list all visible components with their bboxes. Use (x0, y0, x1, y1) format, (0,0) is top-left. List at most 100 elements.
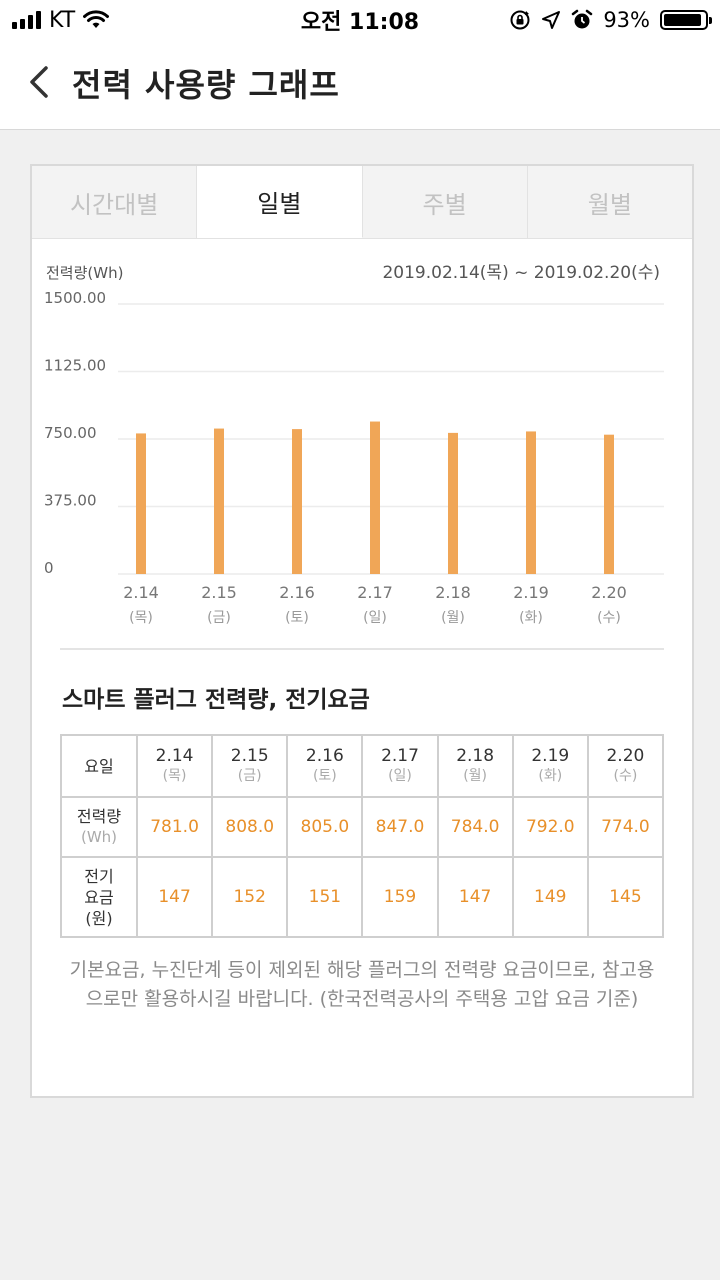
battery-icon (660, 10, 712, 30)
x-weekday-label: (토) (285, 610, 309, 626)
fee-label-1: 전기 (84, 866, 114, 886)
page-title: 전력 사용량 그래프 (72, 66, 340, 104)
y-tick-label: 375.00 (44, 492, 97, 510)
usage-card: 시간대별 일별 주별 월별 전력량(Wh) 2019.02.14(목) ~ 20… (30, 164, 694, 1098)
usage-table: 요일 2.14 (목) 2.15 (금) 2.16 (토) 2.17 (일) 2.18 (… (60, 734, 665, 938)
bar-chart-svg: 0 375.00 750.00 1125.00 1500.00 2.14 (목) 2.15 (금… (44, 289, 664, 626)
table-header-row: 요일 2.14 (목) 2.15 (금) 2.16 (토) 2.17 (일) 2.18 (… (60, 734, 665, 798)
day-header: 2.17 (일) (361, 734, 439, 798)
day-weekday: (일) (388, 768, 412, 784)
fee-notice: 기본요금, 누진단계 등이 제외된 해당 플러그의 전력량 요금이므로, 참고용… (69, 959, 655, 1010)
day-header: 2.15 (금) (211, 734, 289, 798)
tab-hourly[interactable]: 시간대별 (32, 166, 198, 238)
x-tick-label: 2.16 (279, 583, 315, 602)
bar[interactable] (214, 428, 224, 574)
header-label: 요일 (60, 734, 138, 798)
date-range: 2019.02.14(목) ~ 2019.02.20(수) (382, 263, 660, 283)
nav-bar: 전력 사용량 그래프 (0, 40, 720, 130)
y-tick-label: 750.00 (44, 424, 97, 442)
rotation-lock-icon (510, 10, 530, 30)
day-header: 2.20 (수) (586, 734, 665, 798)
battery-percent: 93% (603, 8, 650, 32)
y-tick-label: 1500.00 (44, 289, 106, 307)
wifi-icon (83, 10, 110, 28)
signal-icon (12, 11, 41, 29)
bar[interactable] (604, 434, 614, 574)
fee-value: 159 (361, 856, 439, 938)
status-right: 93% (509, 0, 712, 40)
status-bar: KT 오전 11:08 93% (0, 0, 720, 40)
day-weekday: (목) (162, 768, 187, 784)
day-date: 2.20 (606, 746, 645, 766)
chevron-left-icon[interactable] (22, 62, 62, 102)
tab-daily[interactable]: 일별 (197, 166, 363, 238)
day-weekday: (화) (538, 768, 563, 784)
day-date: 2.14 (155, 746, 194, 766)
x-tick-label: 2.20 (591, 583, 627, 602)
x-weekday-label: (수) (597, 610, 621, 626)
status-left: KT (12, 0, 110, 40)
bar[interactable] (136, 433, 146, 574)
fee-row-label: 전기 요금 (원) (60, 856, 138, 938)
location-icon (542, 11, 561, 29)
tab-monthly[interactable]: 월별 (527, 166, 692, 238)
x-weekday-label: (목) (129, 610, 153, 626)
x-tick-label: 2.17 (357, 583, 393, 602)
y-tick-label: 1125.00 (44, 357, 106, 375)
day-header: 2.19 (화) (511, 734, 589, 798)
battery-level (664, 14, 702, 26)
status-time: 오전 11:08 (300, 10, 420, 35)
fee-value: 147 (436, 856, 514, 938)
day-date: 2.17 (381, 746, 419, 766)
day-weekday: (수) (613, 768, 638, 784)
divider (60, 648, 664, 650)
alarm-icon (572, 9, 593, 29)
bar[interactable] (448, 432, 458, 574)
fee-value: 149 (511, 856, 589, 938)
power-label: 전력량 (76, 807, 122, 826)
day-date: 2.18 (456, 746, 495, 766)
bar[interactable] (370, 421, 380, 574)
day-header: 2.18 (월) (436, 734, 514, 798)
power-value: 805.0 (286, 796, 364, 858)
fee-value: 151 (286, 856, 364, 938)
power-value: 847.0 (361, 796, 439, 858)
fee-value: 145 (586, 856, 665, 938)
power-value: 784.0 (436, 796, 514, 858)
y-tick-label: 0 (44, 559, 54, 577)
power-value: 774.0 (586, 796, 665, 858)
tab-weekly[interactable]: 주별 (362, 166, 528, 238)
power-value: 792.0 (511, 796, 589, 858)
period-tabs: 시간대별 일별 주별 월별 (32, 166, 692, 239)
day-header: 2.16 (토) (286, 734, 364, 798)
day-weekday: (월) (463, 768, 488, 784)
fee-row: 전기 요금 (원) 147 152 151 159 147 149 145 (60, 856, 665, 938)
x-tick-label: 2.18 (435, 583, 471, 602)
x-tick-label: 2.15 (201, 583, 237, 602)
day-weekday: (토) (312, 768, 337, 784)
x-weekday-label: (금) (207, 610, 231, 626)
fee-value: 152 (211, 856, 289, 938)
bar[interactable] (526, 431, 536, 574)
fee-value: 147 (135, 856, 214, 938)
carrier-name: KT (49, 7, 76, 33)
fee-unit: (원) (85, 908, 113, 928)
power-value: 808.0 (211, 796, 289, 858)
power-row: 전력량 (Wh) 781.0 808.0 805.0 847.0 784.0 79… (60, 796, 665, 858)
power-value: 781.0 (135, 796, 214, 858)
y-axis-label: 전력량(Wh) (46, 264, 124, 282)
day-date: 2.15 (230, 746, 269, 766)
x-tick-label: 2.14 (123, 583, 159, 602)
usage-chart: 전력량(Wh) 2019.02.14(목) ~ 2019.02.20(수) 0 3… (32, 238, 692, 658)
day-weekday: (금) (237, 768, 262, 784)
day-header: 2.14 (목) (135, 734, 214, 798)
fee-label-2: 요금 (84, 887, 114, 907)
x-weekday-label: (화) (519, 610, 543, 626)
section-title: 스마트 플러그 전력량, 전기요금 (62, 687, 370, 713)
bar[interactable] (292, 429, 302, 574)
x-weekday-label: (월) (441, 610, 465, 626)
power-unit: (Wh) (80, 828, 118, 846)
x-weekday-label: (일) (363, 610, 387, 626)
day-date: 2.16 (305, 746, 344, 766)
x-tick-label: 2.19 (513, 583, 549, 602)
